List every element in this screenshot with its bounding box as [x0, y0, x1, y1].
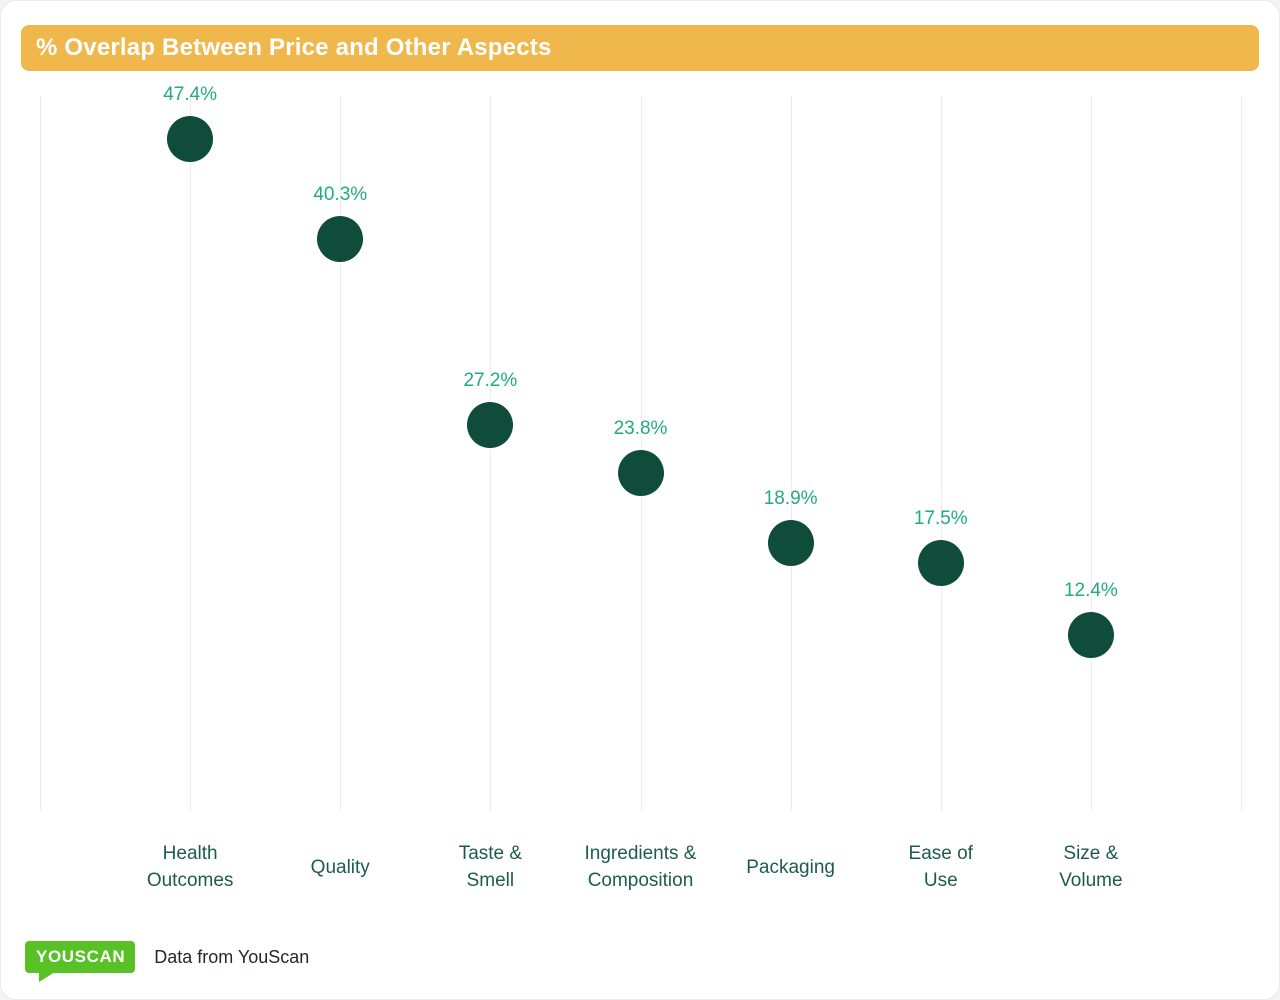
data-point-dot[interactable] — [467, 402, 514, 449]
data-point-value-label: 17.5% — [913, 507, 968, 529]
data-point-dot[interactable] — [617, 450, 664, 497]
gridline — [790, 96, 792, 811]
data-source-text: Data from YouScan — [154, 946, 310, 967]
gridline — [490, 96, 492, 811]
gridline — [1090, 96, 1092, 811]
gridline — [1241, 96, 1242, 811]
category-label: Taste & Smell — [458, 843, 523, 891]
data-point-value-label: 12.4% — [1063, 580, 1118, 602]
data-point-dot[interactable] — [1067, 612, 1114, 659]
data-point-value-label: 40.3% — [313, 184, 368, 206]
gridline — [190, 96, 192, 811]
category-label: Ease of Use — [908, 843, 973, 891]
category-label: Ingredients & Composition — [584, 843, 697, 891]
data-point-value-label: 23.8% — [613, 418, 668, 440]
youscan-logo[interactable]: YOUSCAN — [25, 940, 136, 982]
data-point-dot[interactable] — [767, 519, 814, 566]
data-point-dot[interactable] — [317, 216, 364, 263]
category-label: Packaging — [746, 856, 835, 878]
category-label: Quality — [310, 856, 370, 878]
data-point-dot[interactable] — [167, 115, 214, 162]
category-label: Size & Volume — [1059, 843, 1123, 891]
source-footer: YOUSCAN Data from YouScan — [25, 935, 310, 982]
gridline — [340, 96, 342, 811]
chart-title-bar: % Overlap Between Price and Other Aspect… — [21, 25, 1259, 71]
data-point-value-label: 18.9% — [763, 487, 818, 509]
data-point-value-label: 47.4% — [163, 83, 218, 105]
data-point-value-label: 27.2% — [463, 370, 518, 392]
chart-title: % Overlap Between Price and Other Aspect… — [36, 34, 552, 61]
gridline — [40, 96, 41, 811]
data-point-dot[interactable] — [917, 539, 964, 586]
category-label: Health Outcomes — [146, 843, 234, 891]
plot-area: 47.4% 40.3% 27.2% 23.8% 18.9% 17.5% 12.4% — [40, 84, 1242, 811]
category-axis: Health Outcomes Quality Taste & Smell Ingre… — [40, 823, 1241, 913]
youscan-logo-text: YOUSCAN — [36, 946, 126, 966]
gridline — [940, 96, 942, 811]
